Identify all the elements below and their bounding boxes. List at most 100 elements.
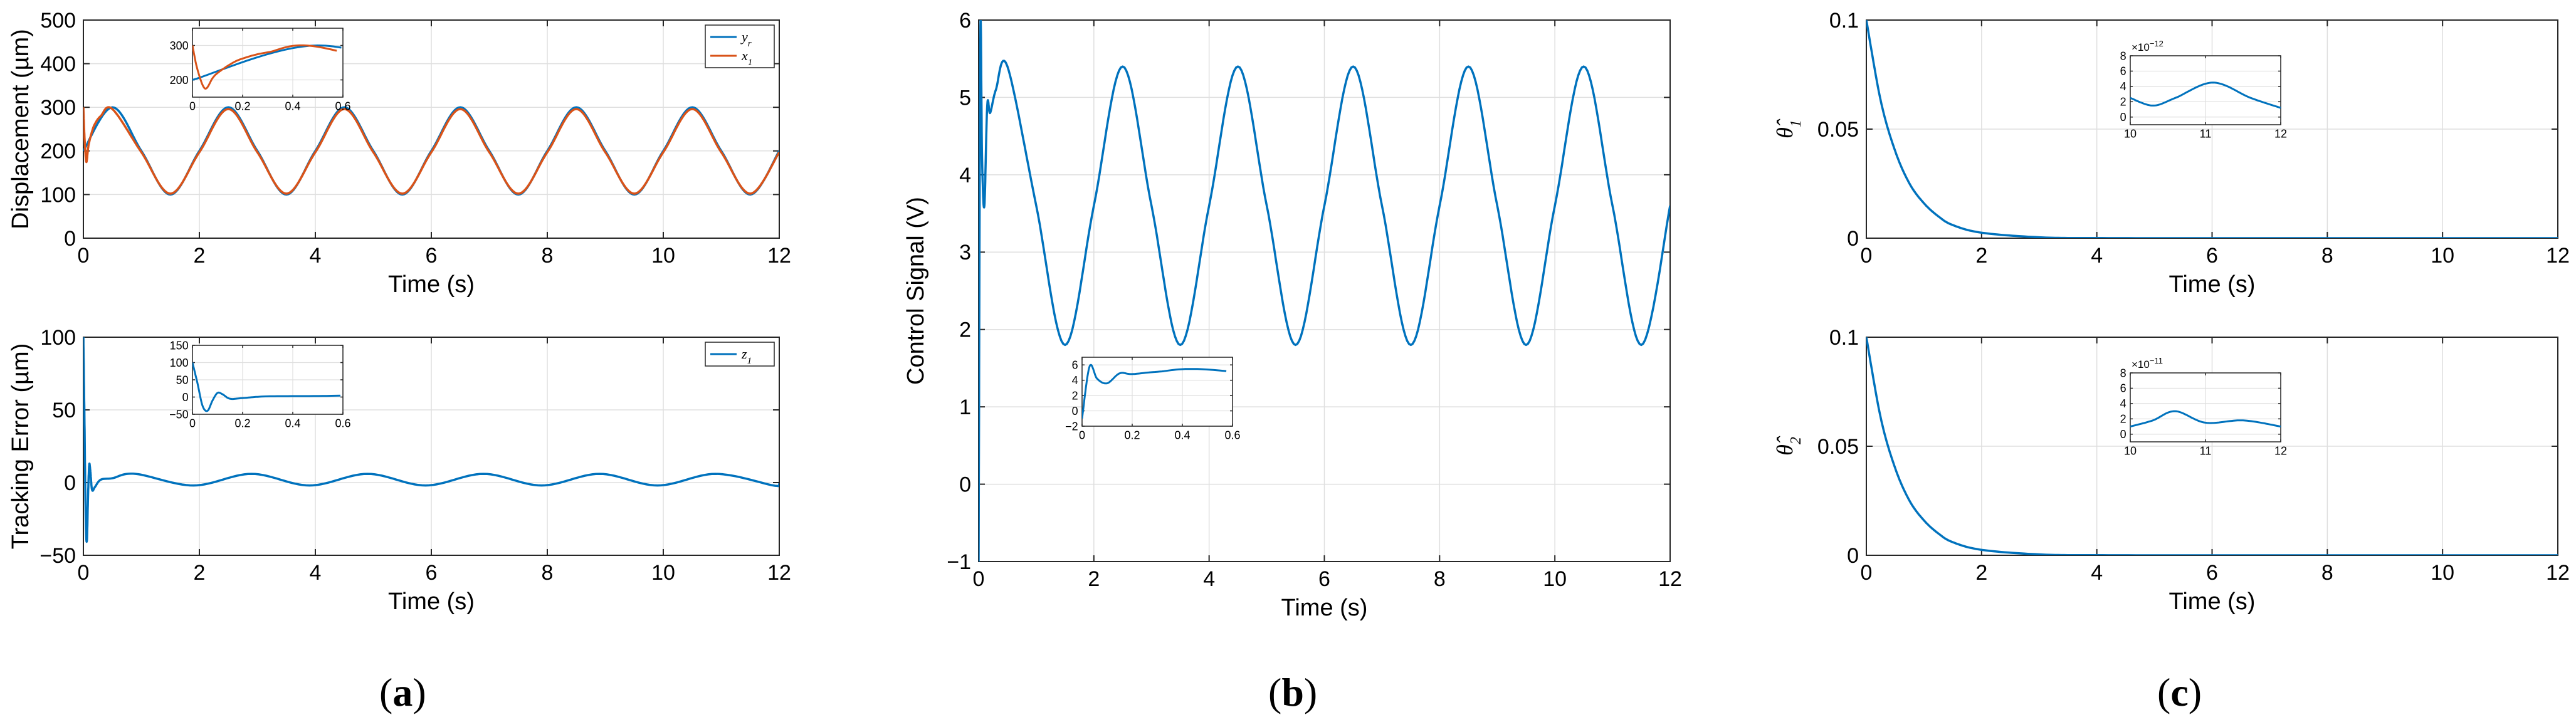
c1-xtick-label-3: 6 bbox=[2206, 244, 2218, 268]
c1-inset-xtick-label-1: 11 bbox=[2200, 128, 2212, 140]
c1-inset-ytick-label-2: 4 bbox=[2120, 80, 2127, 93]
a2-xtick-label-5: 10 bbox=[651, 561, 675, 585]
b-ytick-label-6: 5 bbox=[959, 86, 971, 110]
c1-xtick-label-2: 4 bbox=[2091, 244, 2103, 268]
b-xtick-label-6: 12 bbox=[1658, 567, 1682, 591]
c2-ytick-label-1: 0.05 bbox=[1817, 435, 1859, 459]
a2-inset-ytick-label-1: 0 bbox=[182, 391, 189, 404]
b-xtick-label-5: 10 bbox=[1543, 567, 1567, 591]
b-ytick-label-5: 4 bbox=[959, 164, 971, 187]
a2-xlabel: Time (s) bbox=[388, 589, 475, 615]
a2-inset-ytick-label-0: −50 bbox=[169, 408, 189, 421]
a2-inset-xtick-label-3: 0.6 bbox=[335, 417, 350, 430]
c2-inset-ytick-label-2: 4 bbox=[2120, 397, 2127, 410]
a2-xtick-label-0: 0 bbox=[78, 561, 90, 585]
c2-inset-series bbox=[2130, 410, 2281, 428]
a1-ylabel: Displacement (µm) bbox=[8, 29, 34, 229]
c1-xtick-label-5: 10 bbox=[2431, 244, 2454, 268]
a1-legend bbox=[705, 24, 775, 68]
b-ylabel: Control Signal (V) bbox=[903, 197, 929, 385]
a2-inset-ytick-label-4: 150 bbox=[170, 339, 189, 352]
a2-ytick-label-0: −50 bbox=[39, 544, 76, 568]
c2-inset-ytick-label-4: 8 bbox=[2120, 367, 2127, 379]
c1-xtick-label-1: 2 bbox=[1975, 244, 1987, 268]
c2-inset-xtick-label-2: 12 bbox=[2274, 445, 2287, 458]
b-inset-ytick-label-4: 6 bbox=[1072, 359, 1078, 372]
b-ytick-label-2: 1 bbox=[959, 395, 971, 419]
a1-legend-label-x_1: x1 bbox=[741, 48, 752, 68]
c1-inset-ytick-label-3: 6 bbox=[2120, 65, 2127, 78]
a2-inset-series-z_1 bbox=[192, 362, 341, 412]
c1-xlabel: Time (s) bbox=[2169, 271, 2256, 298]
chart-a1: 0 2 4 6 8 10 12 0 100 200 300 400 500 Time (s) Displac… bbox=[8, 9, 791, 298]
a1-inset-xtick-label-0: 0 bbox=[189, 100, 196, 113]
a2-xtick-label-6: 12 bbox=[767, 561, 791, 585]
a2-ytick-label-2: 50 bbox=[52, 399, 76, 422]
a1-xlabel: Time (s) bbox=[388, 271, 475, 298]
a2-inset-ytick-label-3: 100 bbox=[170, 357, 189, 369]
panel-label-a: (a) bbox=[379, 670, 426, 714]
b-ytick-label-7: 6 bbox=[959, 9, 971, 33]
a1-xtick-label-5: 10 bbox=[651, 244, 675, 268]
b-series-u bbox=[979, 20, 1670, 562]
a1-inset-bg bbox=[192, 28, 343, 97]
c2-xtick-label-0: 0 bbox=[1861, 561, 1873, 585]
c2-inset-xtick-label-1: 11 bbox=[2200, 445, 2212, 458]
a1-xtick-label-6: 12 bbox=[767, 244, 791, 268]
c2-inset-ytick-label-0: 0 bbox=[2120, 428, 2127, 441]
b-xtick-label-0: 0 bbox=[973, 567, 985, 591]
c1-xtick-label-6: 12 bbox=[2546, 244, 2570, 268]
a1-ytick-label-4: 400 bbox=[40, 53, 76, 76]
panel-label-b: (b) bbox=[1268, 670, 1318, 714]
c2-xlabel: Time (s) bbox=[2169, 589, 2256, 615]
a2-xtick-label-1: 2 bbox=[194, 561, 206, 585]
b-inset-xtick-label-1: 0.2 bbox=[1124, 429, 1140, 442]
a1-inset-xtick-label-1: 0.2 bbox=[234, 100, 250, 113]
b-inset-ytick-label-0: −2 bbox=[1065, 420, 1078, 432]
a1-ytick-label-0: 0 bbox=[64, 227, 76, 251]
c2-xtick-label-6: 12 bbox=[2546, 561, 2570, 585]
a1-ytick-label-3: 300 bbox=[40, 96, 76, 120]
c2-series-theta_hat_2 bbox=[1866, 337, 2558, 555]
a2-ylabel: Tracking Error (µm) bbox=[8, 343, 34, 550]
b-ytick-label-4: 3 bbox=[959, 241, 971, 264]
a1-inset-xtick-label-3: 0.6 bbox=[335, 100, 350, 113]
a1-xtick-label-1: 2 bbox=[194, 244, 206, 268]
c1-xtick-label-4: 8 bbox=[2321, 244, 2333, 268]
a2-xtick-label-3: 6 bbox=[426, 561, 438, 585]
b-inset-xtick-label-2: 0.4 bbox=[1174, 429, 1190, 442]
a1-inset-series-x_1 bbox=[192, 44, 337, 90]
c1-inset-xtick-label-2: 12 bbox=[2274, 128, 2287, 140]
a1-inset-axes-frame bbox=[192, 28, 344, 98]
b-inset-ytick-label-1: 0 bbox=[1072, 405, 1078, 417]
a1-xtick-label-2: 4 bbox=[310, 244, 322, 268]
c1-series-theta_hat_1 bbox=[1866, 20, 2558, 238]
a1-xtick-label-4: 8 bbox=[542, 244, 554, 268]
a1-xtick-label-3: 6 bbox=[426, 244, 438, 268]
c2-inset-exponent: ×10−11 bbox=[2132, 356, 2163, 371]
c1-xtick-label-0: 0 bbox=[1861, 244, 1873, 268]
c2-xtick-label-3: 6 bbox=[2206, 561, 2218, 585]
c2-inset-ytick-label-1: 2 bbox=[2120, 413, 2127, 426]
c1-inset-exponent: ×10−12 bbox=[2132, 39, 2163, 54]
b-xlabel: Time (s) bbox=[1281, 595, 1368, 621]
chart-c1: 0 2 4 6 8 10 12 0 0.05 0.1 Time (s) θ̂1 10 11 12 0 2 4 6 8 ×… bbox=[1772, 9, 2570, 298]
a2-xtick-label-4: 8 bbox=[542, 561, 554, 585]
a1-ytick-label-2: 200 bbox=[40, 140, 76, 164]
c1-inset-ytick-label-4: 8 bbox=[2120, 50, 2127, 62]
b-xtick-label-2: 4 bbox=[1203, 567, 1215, 591]
c2-ytick-label-2: 0.1 bbox=[1829, 326, 1859, 350]
b-inset-xtick-label-3: 0.6 bbox=[1224, 429, 1240, 442]
a1-inset-ytick-label-1: 300 bbox=[170, 39, 189, 52]
c1-inset-series bbox=[2130, 81, 2281, 109]
c2-ylabel: θ̂2 bbox=[1772, 436, 1804, 456]
b-inset-xtick-label-0: 0 bbox=[1079, 429, 1085, 442]
chart-c2: 0 2 4 6 8 10 12 0 0.05 0.1 Time (s) θ̂2 10 11 12 0 2 4 6 8 ×… bbox=[1772, 326, 2570, 615]
a2-inset-ytick-label-2: 50 bbox=[176, 374, 189, 386]
c1-ylabel: θ̂1 bbox=[1772, 118, 1804, 139]
a2-inset-xtick-label-2: 0.4 bbox=[285, 417, 300, 430]
b-xtick-label-1: 2 bbox=[1088, 567, 1100, 591]
